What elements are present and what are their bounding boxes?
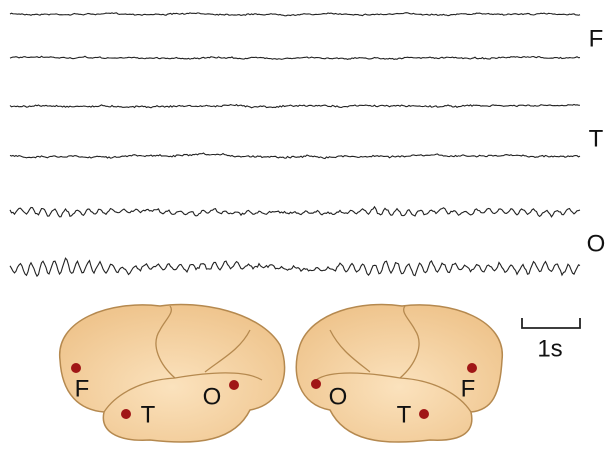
row-label: O xyxy=(587,230,606,257)
electrode-label: O xyxy=(203,383,222,410)
eeg-trace xyxy=(9,103,581,109)
row-label: T xyxy=(589,125,604,152)
electrode-label: F xyxy=(75,375,90,402)
row-label: F xyxy=(589,25,604,52)
eeg-traces xyxy=(9,12,581,278)
eeg-trace xyxy=(9,55,581,60)
electrode-label: T xyxy=(397,401,412,428)
electrode-label: F xyxy=(461,375,476,402)
electrode-label: O xyxy=(329,383,348,410)
electrode-label: T xyxy=(141,401,156,428)
scale-bar-label: 1s xyxy=(537,335,562,362)
brain-left: F T O xyxy=(59,303,286,443)
brain-right: O T F xyxy=(295,303,503,443)
scale-bar xyxy=(521,318,581,329)
eeg-trace xyxy=(9,12,581,17)
eeg-trace xyxy=(9,205,581,218)
eeg-trace xyxy=(9,257,581,278)
eeg-trace xyxy=(9,152,581,160)
